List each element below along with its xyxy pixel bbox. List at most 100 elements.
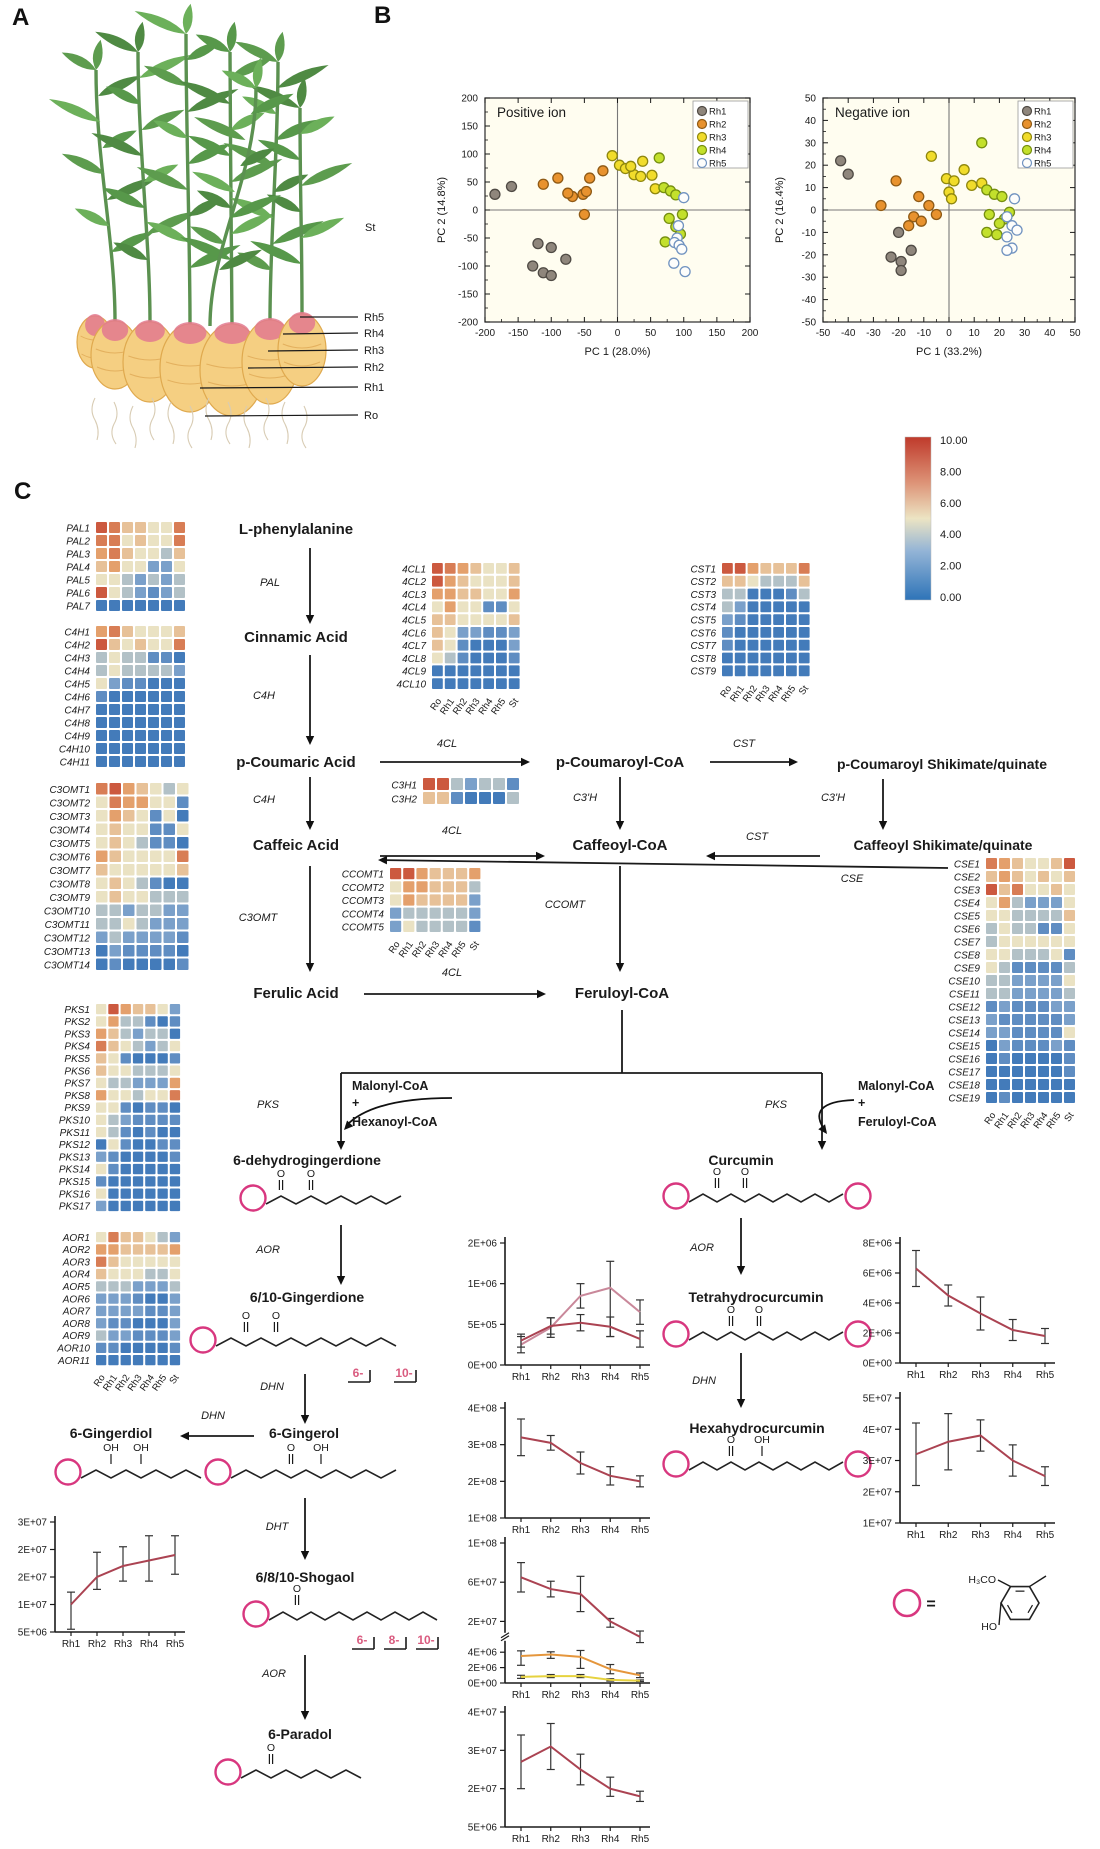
heatmap-column-label: St [797,683,811,697]
heatmap-cell [177,796,189,808]
heatmap-cell [174,522,185,533]
heatmap-cell [145,1028,156,1039]
heatmap-cell [1025,1066,1036,1077]
heatmap-cell [496,588,507,600]
heatmap-cell [169,1090,181,1101]
heatmap-cell [136,931,148,943]
heatmap-cell [132,1127,144,1138]
heatmap-cell [1012,897,1023,908]
heatmap-cell [169,1077,181,1089]
heatmap-cell [157,1090,168,1101]
heatmap-cell [148,717,159,728]
heatmap-cell [109,600,120,611]
plant-leaf [240,148,275,167]
heatmap-cell [108,1004,119,1015]
plant-leaf [252,57,263,88]
heatmap-cell [109,823,121,835]
scatter-point-Rh4 [659,236,671,248]
cosubstrate-label: Hexanoyl-CoA [352,1115,437,1129]
heatmap-cell [496,601,507,613]
plant-leaf [74,208,110,227]
gene-label: CSE7 [954,938,981,949]
x-tick-label: Rh4 [140,1639,159,1650]
heatmap-cell [120,1342,131,1353]
heatmap-cell [96,561,107,572]
chart-gingerdiol: 5E+06 1E+07 2E+07 2E+07 3E+07 Rh1 Rh2 Rh3 Rh4 Rh5 [18,1516,185,1650]
heatmap-cell [157,1318,168,1329]
plant-stem [298,107,304,315]
heatmap-cell [722,639,733,651]
heatmap-cell [177,945,189,957]
enzyme-label: DHN [201,1410,225,1422]
heatmap-cell [163,904,175,916]
heatmap-cell [456,894,468,906]
plant-root [225,401,232,445]
heatmap-cell [169,1244,181,1255]
scatter-point-Rh3 [637,155,649,167]
heatmap-cell [122,678,133,689]
plant-leaf [231,213,275,234]
heatmap-cell [1038,897,1049,908]
heatmap-cell [96,1268,107,1280]
heatmap-cell [390,920,402,932]
heatmap-cell [786,563,797,574]
y-tick-label: 5E+06 [468,1823,498,1834]
heatmap-cell [1012,884,1023,895]
phenol-ring-icon [892,1588,922,1618]
scatter-point-Rh4 [991,228,1003,241]
heatmap-cell [108,1200,119,1212]
heatmap-cell [120,1176,131,1187]
x-tick-label: Rh2 [939,1370,958,1381]
legend-label: Rh3 [709,133,726,144]
x-tick-label: Rh1 [512,1834,531,1845]
substituent-pink-label: 6- [357,1633,368,1647]
heatmap-cell [148,600,159,611]
heatmap-PAL: PAL1 PAL2 PAL3 PAL4 PAL5 PAL6 PAL7 [66,522,185,613]
phenol-ring-icon [214,1758,242,1786]
heatmap-cell [403,868,415,880]
heatmap-cell [120,1139,131,1150]
plant-leaf [277,64,329,89]
scatter-point-Rh1 [545,241,557,254]
heatmap-cell [442,868,454,880]
scatter-point-Rh1 [892,226,905,239]
heatmap-cell [96,587,107,598]
panel-a-label: A [12,4,30,31]
y-tick-label: 2E+06 [468,1239,498,1250]
heatmap-cell [986,1092,997,1103]
heatmap-cell [157,1016,168,1027]
gene-label: 4CL2 [402,577,426,588]
heatmap-cell [174,587,185,598]
heatmap-cell [773,601,784,613]
heatmap-cell [109,945,121,957]
rhizome-band [282,343,322,349]
gene-label: CSE1 [954,860,980,871]
plant-leaf [250,93,294,114]
gene-label: C3H2 [391,795,417,806]
x-tick-label: Rh1 [907,1530,926,1541]
heatmap-cell [999,897,1010,908]
heatmap-cell [1038,1092,1049,1103]
heatmap-cell [108,1305,119,1317]
chart-tetrahydrocurcumin: 0E+00 2E+06 4E+06 6E+06 8E+06 Rh1 Rh2 Rh3 Rh4 Rh5 [863,1237,1055,1381]
gene-label: C4H4 [64,667,90,678]
heatmap-cell [483,639,494,651]
plant-leaf [221,70,256,89]
heatmap-cell [136,850,148,862]
heatmap-cell [177,850,189,862]
heatmap-cell [123,796,135,808]
carbon-chain [688,1331,844,1341]
heatmap-cell [747,665,759,677]
heatmap-cell [96,665,107,676]
gene-label: C3OMT4 [49,826,90,837]
y-axis-title: PC 2 (14.8%) [436,177,448,243]
legend-label: Rh5 [1034,159,1051,170]
heatmap-cell [1038,962,1049,973]
y-tick-label: -10 [802,228,817,239]
heatmap-cell [163,837,175,849]
heatmap-cell [177,783,189,795]
arrowhead [521,757,530,767]
scatter-point-Rh1 [905,244,917,256]
y-tick-label: 2E+08 [468,1477,498,1488]
heatmap-cell [999,858,1010,869]
